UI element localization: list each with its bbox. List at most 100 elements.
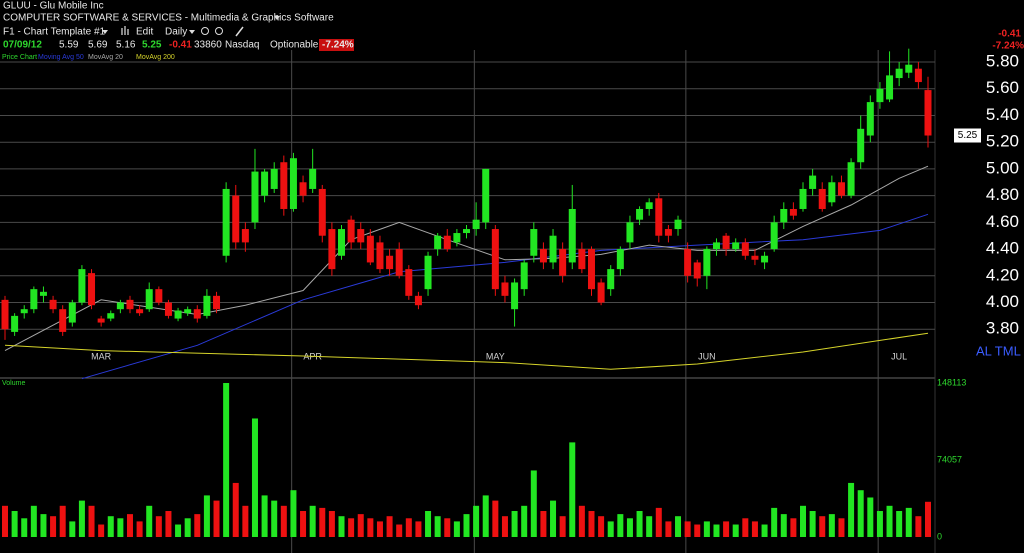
candle-body — [828, 182, 836, 203]
y-tick-label: 148113 — [937, 377, 966, 387]
volume-bar — [386, 516, 393, 537]
volume-bar — [300, 511, 307, 537]
icon — [124, 26, 126, 35]
legend-entry: MovAvg 20 — [88, 54, 123, 61]
edit-button[interactable]: Edit — [136, 27, 153, 38]
candle-body — [1, 299, 9, 330]
candle-body — [645, 202, 653, 209]
candle-body — [376, 242, 384, 270]
candle-body — [876, 88, 884, 103]
candle-body — [97, 318, 105, 323]
candle-body — [751, 255, 759, 260]
volume-bar — [665, 521, 672, 537]
candle-body — [20, 309, 28, 314]
dropdown-arrow[interactable] — [274, 16, 280, 20]
volume-bar — [251, 418, 258, 537]
volume-bar — [434, 516, 441, 537]
volume-bar — [886, 505, 893, 537]
volume-bar — [242, 505, 249, 537]
volume-bar — [59, 505, 66, 537]
candle-body — [924, 90, 932, 136]
quote-exchange: Nasdaq — [225, 40, 259, 51]
quote-change-pct: -7.24% — [322, 40, 354, 51]
candle-body — [559, 249, 567, 276]
x-tick-label: JUN — [698, 351, 716, 361]
volume-bar — [2, 505, 8, 537]
volume-bar — [751, 521, 758, 537]
volume-bar — [348, 518, 355, 537]
dropdown-arrow[interactable] — [189, 30, 195, 34]
volume-bar — [203, 495, 210, 537]
candle-body — [414, 295, 422, 306]
dropdown-arrow[interactable] — [102, 30, 108, 34]
y-tick-label: 4.80 — [986, 185, 1019, 204]
candle-body — [164, 302, 172, 316]
volume-bar — [261, 495, 268, 537]
candle-body — [88, 273, 96, 306]
volume-bar — [617, 514, 624, 537]
volume-bar — [559, 516, 566, 537]
candle-body — [607, 269, 615, 290]
volume-bar — [521, 505, 528, 537]
right-change-pct: -7.24% — [992, 41, 1024, 52]
volume-bar — [742, 518, 749, 537]
legend-entry: MovAvg 200 — [136, 54, 175, 61]
volume-bar — [838, 518, 845, 537]
zoom-out-icon[interactable] — [215, 27, 223, 35]
volume-bar — [367, 518, 374, 537]
volume-bar — [165, 511, 172, 537]
right-change: -0.41 — [998, 29, 1021, 40]
zoom-in-icon[interactable] — [201, 27, 209, 35]
volume-bar — [271, 500, 278, 537]
candle-body — [453, 233, 461, 243]
volume-bar — [223, 383, 230, 537]
candle-body — [636, 208, 644, 220]
candle-body — [241, 229, 249, 243]
volume-bar — [530, 470, 537, 537]
candle-body — [674, 219, 682, 230]
tool-buttons[interactable]: AL TML — [976, 343, 1021, 358]
candle-body — [789, 208, 797, 216]
volume-bar — [396, 524, 403, 537]
candle-body — [741, 242, 749, 256]
volume-bar — [136, 521, 143, 537]
last-price-label: 5.25 — [958, 130, 978, 141]
volume-bar — [511, 511, 518, 537]
y-tick-label: 4.20 — [986, 265, 1019, 284]
volume-bar — [857, 490, 864, 537]
candle-body — [886, 75, 894, 100]
candle-body — [261, 171, 269, 196]
candle-body — [664, 229, 672, 236]
candle-body — [386, 255, 394, 270]
volume-bar — [809, 511, 816, 537]
candle-body — [712, 242, 720, 250]
y-tick-label: 0 — [937, 531, 942, 541]
candle-body — [68, 302, 76, 323]
volume-bar — [213, 500, 220, 537]
volume-bar — [78, 500, 85, 537]
icon — [127, 29, 129, 35]
volume-bar — [550, 500, 557, 537]
candle-body — [30, 289, 38, 310]
volume-bar — [790, 518, 797, 537]
template[interactable]: F1 - Chart Template #1 — [3, 27, 106, 38]
volume-bar — [828, 514, 835, 537]
candle-body — [155, 289, 163, 303]
candle-body — [184, 309, 192, 314]
candle-body — [482, 168, 490, 223]
period-select[interactable]: Daily — [165, 27, 187, 38]
candle-body — [270, 168, 278, 189]
candle-body — [193, 309, 201, 319]
y-tick-label: 5.00 — [986, 158, 1019, 177]
draw-icon[interactable] — [235, 26, 244, 37]
volume-bar — [684, 521, 691, 537]
volume-bar — [607, 521, 614, 537]
volume-bar — [21, 518, 28, 537]
quote-high: 5.69 — [88, 40, 108, 51]
volume-bar — [444, 518, 451, 537]
industry[interactable]: COMPUTER SOFTWARE & SERVICES - Multimedi… — [3, 13, 334, 24]
quote-change: -0.41 — [169, 40, 192, 51]
quote-open: 5.59 — [59, 40, 79, 51]
volume-bar — [175, 524, 182, 537]
volume-bar — [896, 511, 903, 537]
